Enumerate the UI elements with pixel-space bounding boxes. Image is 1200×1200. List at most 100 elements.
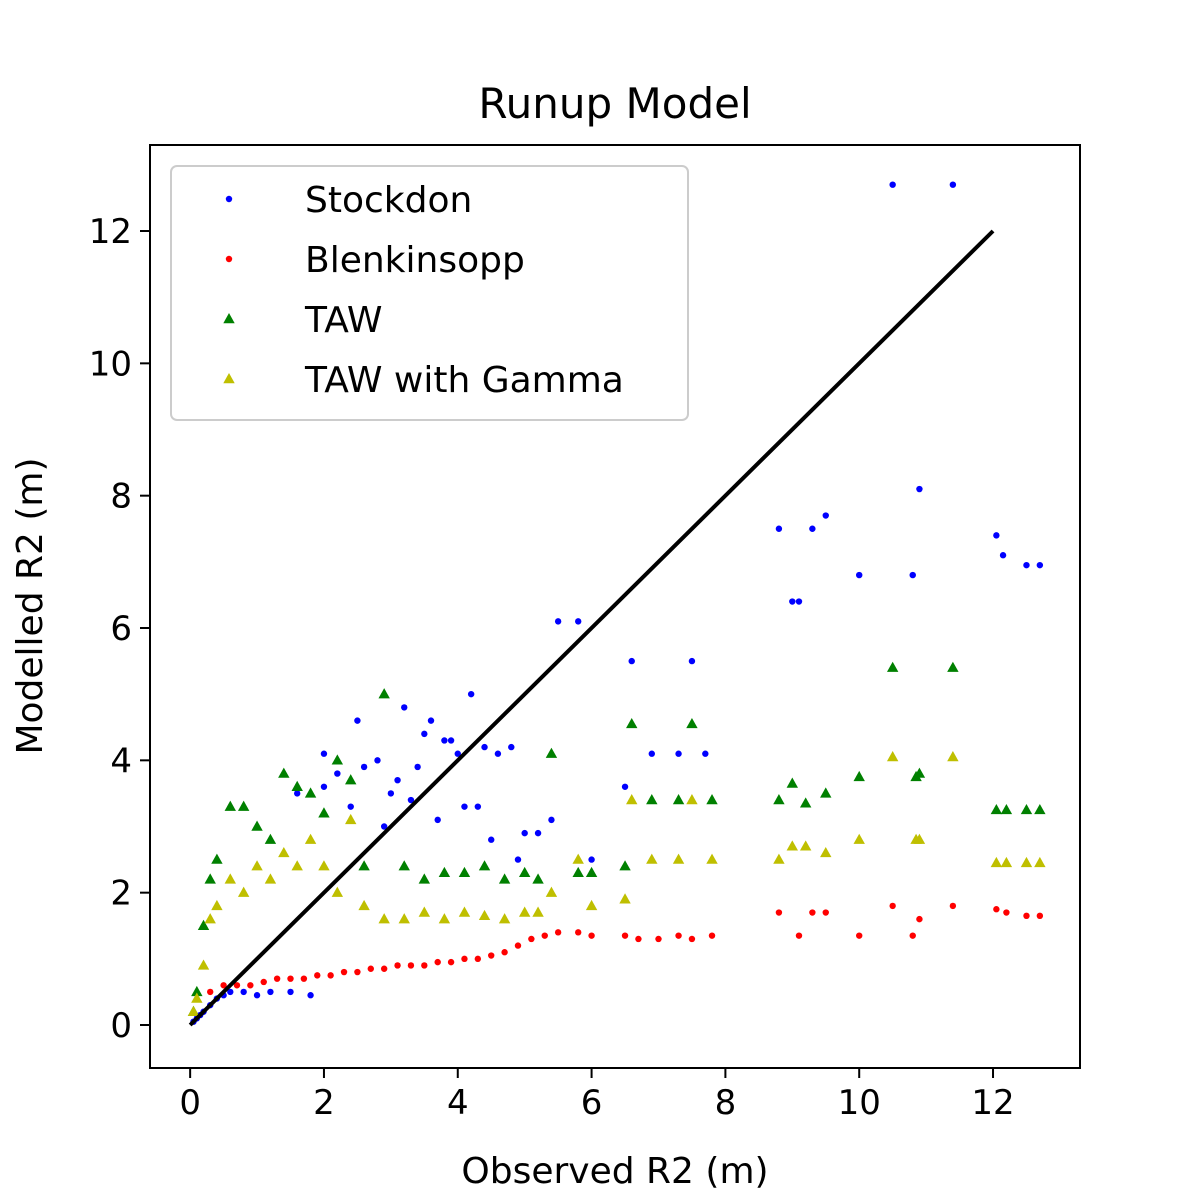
legend-marker-taw-with-gamma [223, 373, 235, 384]
taw-point [278, 767, 290, 778]
taw-with-gamma-point [799, 840, 812, 851]
taw-point [331, 754, 344, 765]
blenkinsopp-point [501, 949, 508, 956]
blenkinsopp-point [675, 932, 682, 939]
stockdon-point [380, 823, 388, 830]
stockdon-point [347, 803, 354, 810]
taw-with-gamma-point [345, 813, 357, 825]
one-to-one-line [188, 229, 995, 1027]
taw-point [626, 717, 638, 729]
taw-with-gamma-point [706, 853, 718, 864]
taw-point [672, 794, 685, 805]
stockdon-point [548, 816, 555, 824]
stockdon-point [334, 770, 341, 777]
taw-point [646, 794, 658, 805]
blenkinsopp-point [380, 965, 388, 972]
blenkinsopp-point [822, 909, 829, 916]
taw-point [1034, 803, 1046, 815]
taw-point [291, 780, 303, 791]
stockdon-point [621, 783, 629, 790]
taw-with-gamma-point [358, 899, 370, 911]
taw-with-gamma-point [886, 751, 899, 762]
stockdon-point [434, 816, 441, 824]
taw-point [799, 797, 812, 808]
taw-with-gamma-point [251, 860, 263, 871]
taw-with-gamma-point [418, 906, 431, 917]
stockdon-point [949, 181, 957, 188]
stockdon-point [775, 525, 783, 532]
stockdon-point [795, 598, 803, 605]
y-tick-label: 10 [89, 344, 132, 384]
stockdon-point [514, 856, 522, 863]
blenkinsopp-point [514, 942, 522, 949]
series-blenkinsopp [207, 902, 1044, 996]
stockdon-point [253, 992, 261, 999]
stockdon-point [287, 988, 294, 996]
legend-label-blenkinsopp: Blenkinsopp [305, 240, 525, 281]
legend-marker-taw [223, 313, 235, 324]
stockdon-point [916, 485, 923, 493]
legend-label-taw: TAW [304, 300, 382, 341]
plot-layer [187, 181, 1046, 1027]
taw-point [498, 873, 511, 884]
stockdon-point [508, 743, 515, 751]
taw-with-gamma-point [1034, 856, 1046, 868]
taw-point [820, 787, 832, 798]
stockdon-point [474, 803, 482, 810]
taw-with-gamma-point [853, 833, 865, 844]
taw-with-gamma-point [204, 913, 216, 924]
stockdon-point [407, 796, 415, 804]
x-tick-label: 12 [971, 1083, 1014, 1123]
blenkinsopp-point [447, 958, 455, 966]
blenkinsopp-point [300, 975, 308, 982]
taw-point [572, 866, 584, 878]
stockdon-point [374, 757, 381, 764]
taw-with-gamma-point [947, 751, 959, 762]
taw-with-gamma-point [498, 913, 511, 924]
blenkinsopp-point [260, 978, 267, 986]
blenkinsopp-point [273, 975, 281, 982]
blenkinsopp-point [708, 932, 716, 939]
stockdon-point [354, 717, 361, 724]
stockdon-point [387, 790, 395, 797]
taw-with-gamma-point [672, 853, 685, 864]
taw-with-gamma-point [990, 856, 1003, 868]
taw-point [458, 866, 471, 878]
taw-with-gamma-point [378, 913, 390, 924]
stockdon-point [394, 776, 401, 784]
stockdon-point [481, 743, 488, 751]
taw-with-gamma-point [518, 906, 531, 917]
blenkinsopp-point [635, 935, 642, 943]
y-tick-label: 2 [110, 874, 132, 914]
blenkinsopp-point [314, 972, 321, 979]
x-tick-label: 2 [313, 1083, 335, 1123]
x-tick-label: 8 [715, 1083, 737, 1123]
stockdon-point [267, 988, 274, 996]
taw-point [585, 866, 598, 878]
blenkinsopp-point [655, 935, 662, 943]
taw-with-gamma-point [211, 899, 223, 911]
taw-point [886, 661, 899, 672]
blenkinsopp-point [588, 932, 595, 939]
taw-point [706, 794, 718, 805]
taw-point [518, 866, 531, 878]
stockdon-point [648, 750, 655, 757]
taw-point [204, 873, 216, 884]
taw-point [438, 866, 451, 878]
blenkinsopp-point [421, 962, 428, 969]
taw-point [378, 688, 390, 699]
legend-marker-blenkinsopp [225, 255, 233, 263]
stockdon-point [628, 657, 635, 665]
stockdon-point [360, 763, 368, 771]
blenkinsopp-point [688, 935, 696, 943]
taw-with-gamma-point [820, 846, 832, 858]
blenkinsopp-point [889, 902, 896, 910]
stockdon-point [688, 657, 696, 665]
blenkinsopp-point [488, 952, 495, 959]
taw-point [191, 985, 203, 997]
stockdon-point [494, 750, 502, 757]
stockdon-point [554, 618, 562, 625]
stockdon-point [427, 717, 435, 724]
stockdon-point [999, 552, 1007, 559]
legend-label-taw-with-gamma: TAW with Gamma [304, 360, 624, 401]
